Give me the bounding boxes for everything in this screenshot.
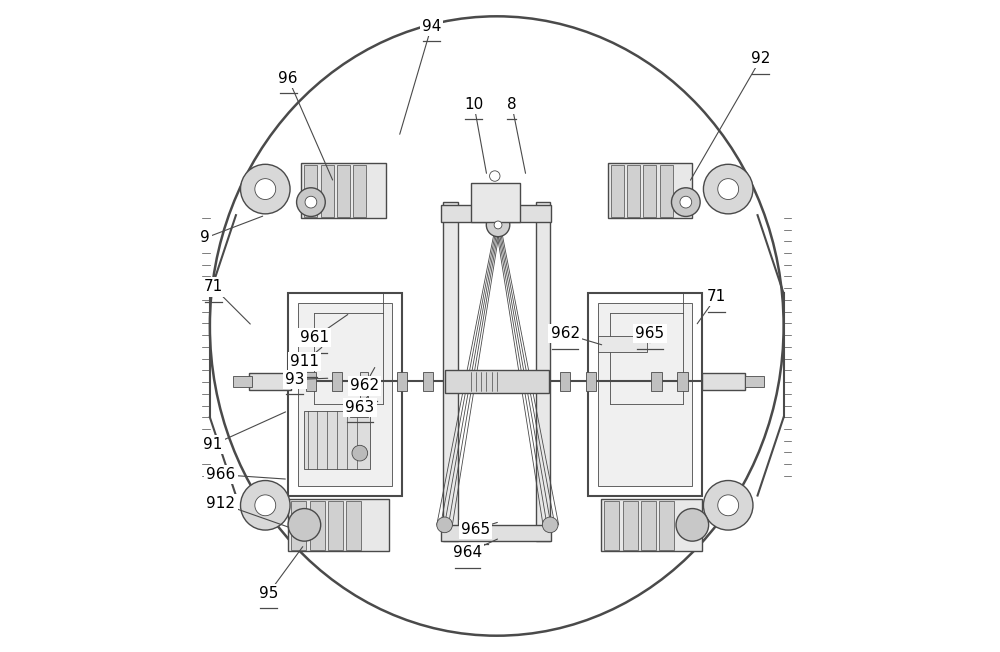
Circle shape — [297, 188, 325, 216]
Bar — [301, 163, 386, 218]
Text: 93: 93 — [285, 372, 304, 387]
Bar — [611, 165, 624, 217]
Bar — [321, 165, 334, 217]
Bar — [643, 165, 656, 217]
Bar — [604, 501, 619, 550]
Bar — [441, 525, 551, 541]
Bar — [536, 202, 550, 541]
Ellipse shape — [210, 16, 784, 636]
Bar — [598, 336, 647, 352]
Text: 962: 962 — [350, 378, 379, 394]
Circle shape — [680, 196, 692, 208]
Bar — [445, 370, 549, 393]
Text: 966: 966 — [206, 467, 236, 482]
Bar — [249, 373, 291, 390]
Circle shape — [255, 495, 276, 516]
Text: 964: 964 — [453, 545, 482, 561]
Bar — [588, 293, 702, 496]
Bar — [608, 163, 692, 218]
Text: 965: 965 — [635, 326, 665, 342]
Text: 71: 71 — [203, 279, 223, 295]
Bar — [350, 403, 368, 417]
Bar — [353, 165, 366, 217]
Bar — [291, 501, 306, 550]
Bar — [702, 373, 745, 390]
Bar — [306, 372, 316, 391]
Bar — [397, 372, 407, 391]
Bar — [471, 183, 520, 222]
Bar — [660, 165, 673, 217]
Text: 95: 95 — [259, 585, 278, 601]
Text: 71: 71 — [707, 289, 726, 304]
Bar — [346, 501, 361, 550]
Bar — [310, 501, 325, 550]
Circle shape — [288, 509, 321, 541]
Text: 9: 9 — [200, 230, 210, 246]
Bar — [337, 165, 350, 217]
Bar — [745, 376, 764, 387]
Circle shape — [486, 213, 510, 237]
Bar — [443, 202, 458, 541]
Text: 965: 965 — [461, 522, 490, 537]
Text: 10: 10 — [464, 96, 484, 112]
Bar — [677, 372, 688, 391]
Bar — [598, 303, 692, 486]
Bar — [328, 501, 343, 550]
Text: 91: 91 — [203, 437, 223, 452]
Bar — [360, 372, 368, 411]
Text: 962: 962 — [551, 326, 580, 342]
Bar — [627, 165, 640, 217]
Bar — [298, 303, 392, 486]
Circle shape — [352, 445, 368, 461]
Bar — [304, 165, 317, 217]
Text: 911: 911 — [290, 354, 319, 370]
Circle shape — [718, 495, 739, 516]
Bar — [659, 501, 674, 550]
Circle shape — [718, 179, 739, 200]
Circle shape — [494, 221, 502, 229]
Circle shape — [490, 171, 500, 181]
Circle shape — [676, 509, 709, 541]
Circle shape — [703, 481, 753, 530]
Bar — [233, 376, 252, 387]
Text: 8: 8 — [507, 96, 517, 112]
Bar — [651, 372, 662, 391]
Bar — [641, 501, 656, 550]
Text: 94: 94 — [422, 18, 441, 34]
Bar — [288, 293, 402, 496]
Bar — [441, 205, 551, 222]
Bar — [423, 372, 433, 391]
Bar — [586, 372, 596, 391]
Text: 963: 963 — [345, 400, 374, 415]
Circle shape — [703, 164, 753, 214]
Circle shape — [542, 517, 558, 533]
Text: 92: 92 — [751, 51, 770, 67]
Bar — [288, 499, 389, 551]
Circle shape — [305, 196, 317, 208]
Circle shape — [241, 164, 290, 214]
Text: 96: 96 — [278, 70, 298, 86]
Circle shape — [671, 188, 700, 216]
Text: 961: 961 — [300, 330, 329, 346]
Bar — [332, 372, 342, 391]
Circle shape — [437, 517, 452, 533]
Bar — [560, 372, 570, 391]
Bar — [623, 501, 638, 550]
Bar — [304, 411, 370, 469]
Bar — [601, 499, 702, 551]
Text: 912: 912 — [206, 496, 235, 511]
Circle shape — [255, 179, 276, 200]
Circle shape — [241, 481, 290, 530]
